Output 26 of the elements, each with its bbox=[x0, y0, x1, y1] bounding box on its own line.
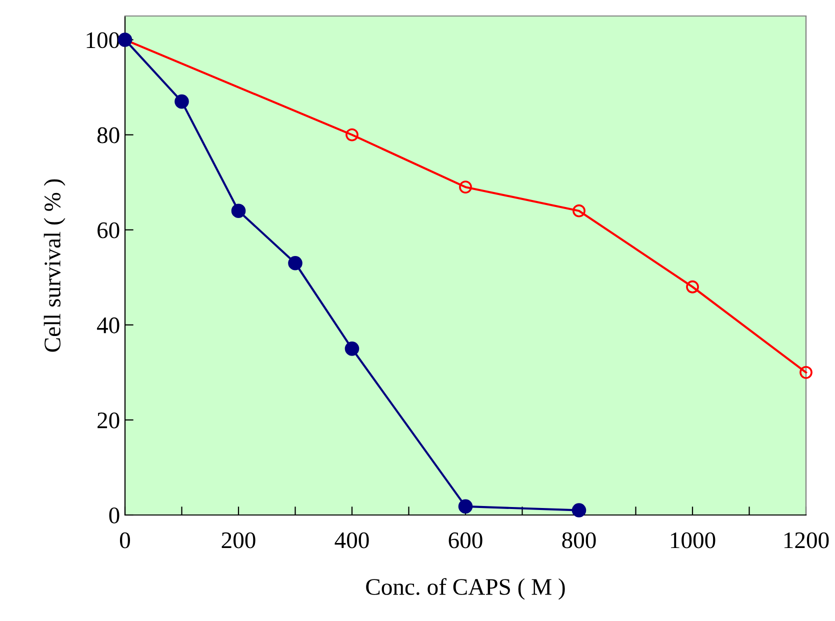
y-tick-label: 20 bbox=[98, 412, 120, 428]
point bbox=[572, 503, 586, 518]
y-tick-label: 40 bbox=[96, 317, 120, 334]
x-tick-label: 0 bbox=[120, 532, 130, 548]
y-tick-label: 100 bbox=[86, 32, 120, 48]
x-tick-label: 200 bbox=[222, 532, 256, 548]
point bbox=[231, 204, 246, 218]
point bbox=[459, 180, 472, 194]
point bbox=[346, 128, 358, 142]
x-axis-title: Conc. of CAPS ( M ) bbox=[366, 578, 565, 600]
x-tick-label: 1000 bbox=[670, 532, 716, 548]
y-tick-label: 80 bbox=[97, 127, 120, 144]
point bbox=[288, 256, 302, 270]
x-tick-label: 1200 bbox=[784, 532, 829, 548]
point bbox=[174, 94, 189, 109]
point bbox=[686, 280, 699, 294]
point bbox=[344, 342, 360, 356]
y-tick-label: 0 bbox=[109, 507, 120, 524]
y-tick-label: 60 bbox=[98, 222, 120, 238]
x-tick-label: 800 bbox=[562, 532, 596, 548]
x-tick-label: 400 bbox=[334, 532, 369, 548]
y-axis-title: Cell survival ( % ) bbox=[44, 179, 66, 352]
point bbox=[458, 499, 473, 514]
point bbox=[572, 204, 586, 218]
x-tick-label: 600 bbox=[448, 532, 482, 548]
point bbox=[800, 366, 812, 379]
